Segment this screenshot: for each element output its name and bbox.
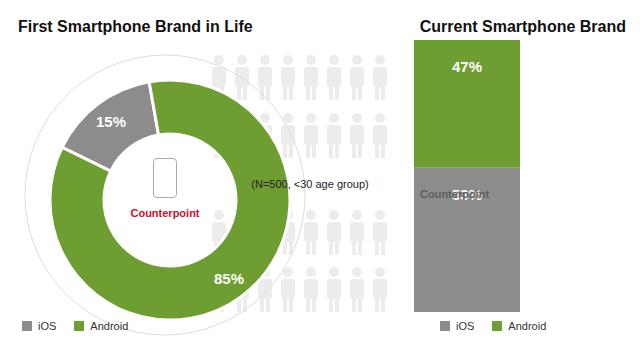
html-text:Counterpoint: Counterpoint (130, 207, 200, 219)
html-text:Current Smartphone Brand: Current Smartphone Brand (419, 18, 626, 35)
html-text:iOS: iOS (456, 320, 475, 332)
svg-text:47%: 47% (452, 58, 482, 75)
html-text:iOS: iOS (38, 320, 57, 332)
html-text:(N=500, <30 age group): (N=500, <30 age group) (251, 178, 369, 190)
html-text:Android: Android (90, 320, 129, 332)
html-text:Counterpoint: Counterpoint (420, 188, 489, 200)
svg-text:85%: 85% (214, 270, 244, 287)
svg-text:15%: 15% (96, 113, 126, 130)
html-text:First Smartphone Brand in Life: First Smartphone Brand in Life (18, 18, 253, 35)
html-text:Android: Android (508, 320, 547, 332)
